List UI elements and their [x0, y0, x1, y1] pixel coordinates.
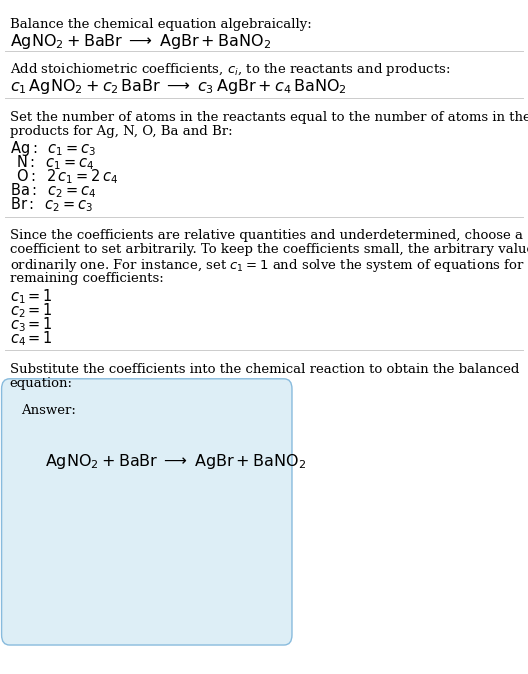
Text: $\mathrm{Br:}\;\; c_2 = c_3$: $\mathrm{Br:}\;\; c_2 = c_3$ — [10, 195, 93, 214]
Text: $c_1 = 1$: $c_1 = 1$ — [10, 287, 52, 306]
Text: Set the number of atoms in the reactants equal to the number of atoms in the: Set the number of atoms in the reactants… — [10, 111, 528, 123]
Text: $\mathrm{N:}\;\; c_1 = c_4$: $\mathrm{N:}\;\; c_1 = c_4$ — [16, 153, 94, 172]
Text: remaining coefficients:: remaining coefficients: — [10, 272, 163, 284]
Text: equation:: equation: — [10, 377, 72, 390]
Text: coefficient to set arbitrarily. To keep the coefficients small, the arbitrary va: coefficient to set arbitrarily. To keep … — [10, 243, 528, 256]
Text: $c_1\,\mathrm{AgNO_2} + c_2\,\mathrm{BaBr} \;\longrightarrow\; c_3\,\mathrm{AgBr: $c_1\,\mathrm{AgNO_2} + c_2\,\mathrm{BaB… — [10, 77, 346, 96]
Text: $c_2 = 1$: $c_2 = 1$ — [10, 301, 52, 320]
Text: $\mathrm{Ag:}\;\; c_1 = c_3$: $\mathrm{Ag:}\;\; c_1 = c_3$ — [10, 139, 96, 158]
Text: $\mathrm{O:}\;\; 2\,c_1 = 2\,c_4$: $\mathrm{O:}\;\; 2\,c_1 = 2\,c_4$ — [16, 167, 118, 186]
Text: $\mathrm{Ba:}\;\; c_2 = c_4$: $\mathrm{Ba:}\;\; c_2 = c_4$ — [10, 181, 96, 200]
Text: Answer:: Answer: — [21, 404, 76, 417]
Text: $\mathrm{AgNO_2 + BaBr \;\longrightarrow\; AgBr + BaNO_2}$: $\mathrm{AgNO_2 + BaBr \;\longrightarrow… — [45, 452, 306, 470]
Text: $c_3 = 1$: $c_3 = 1$ — [10, 315, 52, 334]
Text: Add stoichiometric coefficients, $c_i$, to the reactants and products:: Add stoichiometric coefficients, $c_i$, … — [10, 61, 450, 78]
Text: $c_4 = 1$: $c_4 = 1$ — [10, 330, 52, 348]
Text: Since the coefficients are relative quantities and underdetermined, choose a: Since the coefficients are relative quan… — [10, 229, 523, 242]
Text: $\mathrm{AgNO_2 + BaBr \;\longrightarrow\; AgBr + BaNO_2}$: $\mathrm{AgNO_2 + BaBr \;\longrightarrow… — [10, 32, 270, 51]
Text: Substitute the coefficients into the chemical reaction to obtain the balanced: Substitute the coefficients into the che… — [10, 363, 519, 375]
FancyBboxPatch shape — [2, 379, 292, 645]
Text: Balance the chemical equation algebraically:: Balance the chemical equation algebraica… — [10, 18, 311, 30]
Text: products for Ag, N, O, Ba and Br:: products for Ag, N, O, Ba and Br: — [10, 125, 232, 137]
Text: ordinarily one. For instance, set $c_1 = 1$ and solve the system of equations fo: ordinarily one. For instance, set $c_1 =… — [10, 257, 528, 274]
